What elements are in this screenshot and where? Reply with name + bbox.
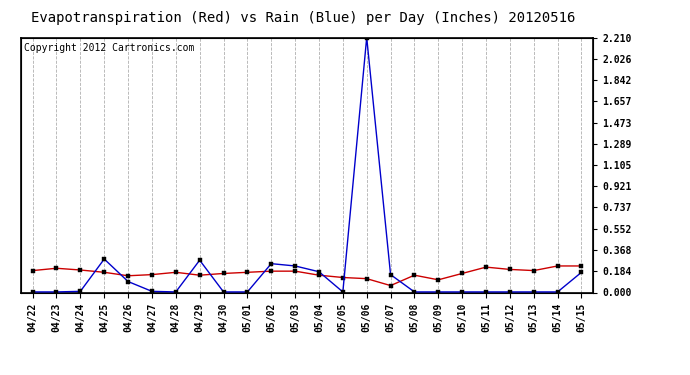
Text: Evapotranspiration (Red) vs Rain (Blue) per Day (Inches) 20120516: Evapotranspiration (Red) vs Rain (Blue) … — [32, 11, 575, 25]
Text: Copyright 2012 Cartronics.com: Copyright 2012 Cartronics.com — [23, 43, 194, 52]
